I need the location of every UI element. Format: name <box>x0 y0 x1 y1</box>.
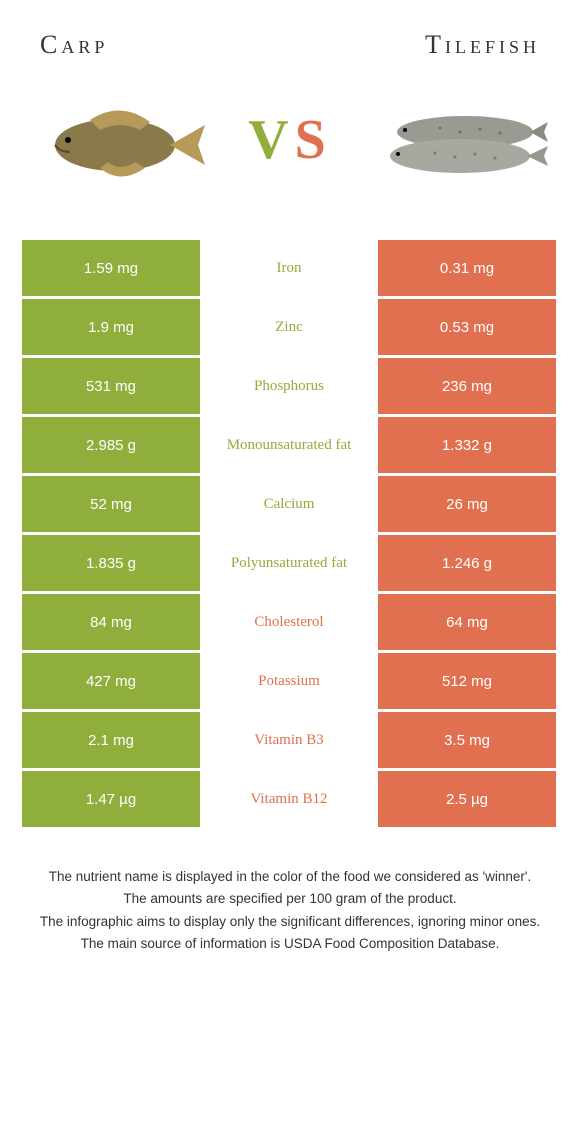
tilefish-value: 0.53 mg <box>378 299 556 355</box>
vs-label: VS <box>248 108 332 172</box>
footnote-line: The nutrient name is displayed in the co… <box>30 867 550 887</box>
carp-value: 84 mg <box>22 594 200 650</box>
tilefish-value: 1.332 g <box>378 417 556 473</box>
table-row: 84 mgCholesterol64 mg <box>22 594 558 650</box>
carp-value: 531 mg <box>22 358 200 414</box>
carp-value: 2.985 g <box>22 417 200 473</box>
footnotes: The nutrient name is displayed in the co… <box>30 867 550 954</box>
tilefish-image <box>370 90 550 190</box>
nutrient-label: Phosphorus <box>200 358 378 414</box>
tilefish-value: 3.5 mg <box>378 712 556 768</box>
tilefish-value: 26 mg <box>378 476 556 532</box>
nutrient-label: Calcium <box>200 476 378 532</box>
carp-value: 52 mg <box>22 476 200 532</box>
tilefish-value: 0.31 mg <box>378 240 556 296</box>
tilefish-icon <box>370 90 550 190</box>
nutrient-label: Cholesterol <box>200 594 378 650</box>
table-row: 1.59 mgIron0.31 mg <box>22 240 558 296</box>
carp-icon <box>30 90 210 190</box>
tilefish-value: 1.246 g <box>378 535 556 591</box>
carp-value: 1.59 mg <box>22 240 200 296</box>
carp-value: 1.9 mg <box>22 299 200 355</box>
table-row: 2.1 mgVitamin B33.5 mg <box>22 712 558 768</box>
vs-letter-v: V <box>248 109 294 171</box>
header: Carp Tilefish <box>0 0 580 70</box>
header-title-right: Tilefish <box>425 30 540 60</box>
table-row: 1.835 gPolyunsaturated fat1.246 g <box>22 535 558 591</box>
nutrient-label: Vitamin B12 <box>200 771 378 827</box>
carp-value: 1.835 g <box>22 535 200 591</box>
nutrient-label: Iron <box>200 240 378 296</box>
carp-value: 1.47 µg <box>22 771 200 827</box>
table-row: 427 mgPotassium512 mg <box>22 653 558 709</box>
nutrient-label: Vitamin B3 <box>200 712 378 768</box>
carp-image <box>30 90 210 190</box>
tilefish-value: 512 mg <box>378 653 556 709</box>
tilefish-value: 236 mg <box>378 358 556 414</box>
vs-letter-s: S <box>295 109 332 171</box>
carp-value: 427 mg <box>22 653 200 709</box>
tilefish-value: 64 mg <box>378 594 556 650</box>
header-title-left: Carp <box>40 30 108 60</box>
nutrient-label: Zinc <box>200 299 378 355</box>
tilefish-value: 2.5 µg <box>378 771 556 827</box>
comparison-table: 1.59 mgIron0.31 mg1.9 mgZinc0.53 mg531 m… <box>22 240 558 827</box>
footnote-line: The amounts are specified per 100 gram o… <box>30 889 550 909</box>
carp-value: 2.1 mg <box>22 712 200 768</box>
table-row: 52 mgCalcium26 mg <box>22 476 558 532</box>
table-row: 2.985 gMonounsaturated fat1.332 g <box>22 417 558 473</box>
table-row: 1.47 µgVitamin B122.5 µg <box>22 771 558 827</box>
footnote-line: The main source of information is USDA F… <box>30 934 550 954</box>
nutrient-label: Potassium <box>200 653 378 709</box>
footnote-line: The infographic aims to display only the… <box>30 912 550 932</box>
nutrient-label: Monounsaturated fat <box>200 417 378 473</box>
table-row: 531 mgPhosphorus236 mg <box>22 358 558 414</box>
nutrient-label: Polyunsaturated fat <box>200 535 378 591</box>
table-row: 1.9 mgZinc0.53 mg <box>22 299 558 355</box>
vs-row: VS <box>0 70 580 230</box>
